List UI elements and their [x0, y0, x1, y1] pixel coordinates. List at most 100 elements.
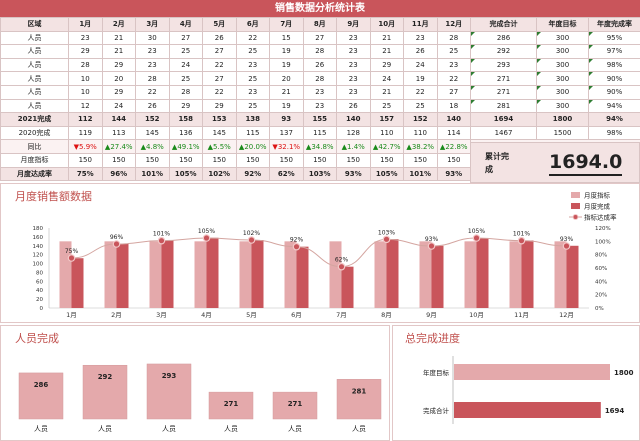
cumulative-total-value: 1694.0: [549, 150, 623, 176]
table-row: 人员 12 24 26 29 29 25 19 23 26 25 25 18 281 300 94%: [0, 98, 640, 114]
y2-tick-label: 100%: [595, 239, 611, 245]
people-completion-chart: 人员完成 286 人员 292 人员 293 人员 271 人员 271 人员 281 人员: [0, 325, 390, 441]
table-cell: 300: [536, 98, 589, 114]
table-cell: 115: [302, 125, 337, 141]
table-cell: 97%: [588, 44, 640, 59]
table-cell: 150: [403, 152, 438, 168]
up-arrow-icon: ▲: [238, 142, 245, 151]
table-cell: 26: [302, 57, 337, 73]
table-cell: 102%: [202, 166, 237, 182]
rate-marker: [112, 240, 121, 248]
bar-actual: [206, 237, 219, 308]
table-cell: 29: [101, 84, 136, 100]
table-cell: 29: [369, 57, 404, 73]
table-cell: 96%: [101, 166, 136, 182]
down-arrow-icon: ▼: [272, 142, 278, 151]
table-cell: 30: [135, 30, 170, 46]
y-tick-label: 160: [33, 235, 44, 241]
table-cell: 119: [68, 125, 103, 141]
table-cell: 21: [369, 30, 404, 46]
y2-tick-label: 120%: [595, 226, 611, 232]
progress-value: 1800: [614, 369, 634, 377]
y2-tick-label: 0%: [595, 306, 604, 312]
table-cell: 25: [403, 98, 438, 114]
table-cell: 27: [168, 30, 203, 46]
person-value: 271: [288, 400, 303, 408]
yoy-value: 5.9%: [79, 142, 97, 151]
up-arrow-icon: ▲: [439, 142, 446, 151]
table-cell: 105%: [168, 166, 203, 182]
table-cell: 29: [101, 57, 136, 73]
table-cell: 136: [168, 125, 203, 141]
yoy-value: 22.8%: [445, 142, 468, 151]
table-cell: 10: [68, 84, 103, 100]
bar-actual: [431, 245, 444, 308]
legend-label: 月度完成: [584, 202, 611, 211]
table-cell: 140: [436, 112, 471, 127]
people-chart-svg: 286 人员 292 人员 293 人员 271 人员 271 人员 281 人员: [18, 363, 382, 433]
table-cell: 23: [302, 84, 337, 100]
column-header: 1月: [68, 17, 103, 32]
column-header: 10月: [369, 17, 404, 32]
up-arrow-icon: ▲: [406, 142, 412, 151]
table-cell: 150: [101, 152, 136, 168]
progress-chart-svg: 年度目标 1800 完成合计 1694: [423, 356, 634, 424]
yoy-cell: ▲4.8%: [135, 139, 170, 154]
column-header: 5月: [202, 17, 237, 32]
table-cell: 23: [68, 30, 103, 46]
page-title: 销售数据分析统计表: [0, 0, 640, 17]
table-cell: 20: [269, 71, 304, 86]
table-cell: 150: [436, 152, 471, 168]
table-cell: 15: [269, 30, 304, 46]
rate-data-label: 93%: [560, 236, 574, 243]
table-cell: 人员: [0, 84, 69, 100]
table-cell: 157: [369, 112, 404, 127]
bar-actual: [161, 240, 174, 308]
up-arrow-icon: ▲: [341, 142, 348, 151]
table-cell: 23: [135, 57, 170, 73]
table-cell: 23: [235, 57, 270, 73]
table-cell: 150: [202, 152, 237, 168]
person-bar: [336, 379, 382, 420]
table-cell: 22: [403, 84, 438, 100]
table-cell: 98%: [588, 57, 640, 73]
rate-data-label: 105%: [468, 228, 485, 235]
x-tick-label: 5月: [246, 311, 257, 319]
yoy-cell: ▲38.2%: [403, 139, 438, 154]
progress-bar: [454, 402, 601, 418]
y-tick-label: 60: [36, 279, 43, 285]
table-cell: 1800: [536, 112, 589, 127]
rate-data-label: 92%: [290, 237, 304, 244]
table-cell: 150: [336, 152, 371, 168]
table-cell: 150: [135, 152, 170, 168]
table-row: 人员 10 29 22 28 22 23 21 23 23 21 22 27 271 300 90%: [0, 84, 640, 100]
table-cell: 93%: [336, 166, 371, 182]
progress-bar: [454, 364, 610, 380]
yoy-cell: ▲1.4%: [336, 139, 371, 154]
person-value: 293: [162, 372, 177, 380]
progress-chart-title: 总完成进度: [405, 332, 460, 345]
person-value: 281: [352, 387, 367, 395]
table-cell: 94%: [588, 98, 640, 114]
column-header: 2月: [101, 17, 136, 32]
up-arrow-icon: ▲: [140, 142, 147, 151]
yoy-cell: ▼5.9%: [68, 139, 103, 154]
table-cell: 19: [269, 44, 304, 59]
bar-target: [239, 241, 252, 308]
y2-tick-label: 80%: [595, 253, 607, 259]
sales-table: 区域 1月 2月 3月 4月 5月 6月 7月 8月 9月 10月 11月 12月 完成合计 年度目标 年度完…: [0, 17, 640, 182]
table-cell: 103%: [302, 166, 337, 182]
up-arrow-icon: ▲: [372, 142, 379, 151]
table-cell: 27: [436, 84, 471, 100]
table-cell: 人员: [0, 44, 69, 59]
yoy-value: 20.0%: [244, 142, 267, 151]
table-cell: 人员: [0, 71, 69, 86]
table-cell: 101%: [403, 166, 438, 182]
legend-swatch-actual: [571, 203, 580, 209]
people-chart-title: 人员完成: [15, 332, 59, 345]
person-label: 人员: [224, 425, 238, 433]
rate-data-label: 62%: [335, 257, 349, 264]
bar-target: [194, 241, 207, 308]
table-header-row: 区域 1月 2月 3月 4月 5月 6月 7月 8月 9月 10月 11月 12月 完成合计 年度目标 年度完…: [0, 17, 640, 32]
table-cell: 2021完成: [0, 112, 69, 127]
